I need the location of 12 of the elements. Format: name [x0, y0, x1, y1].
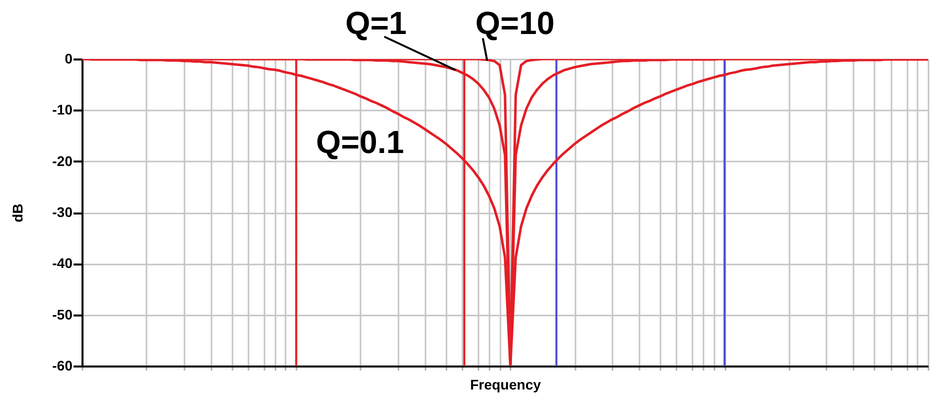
y-tick-label: -20 — [52, 152, 73, 169]
y-tick-label: -30 — [52, 204, 73, 220]
y-tick-label: -10 — [52, 102, 73, 118]
y-tick-label: 0 — [64, 50, 73, 66]
y-tick-label: -40 — [52, 255, 73, 272]
x-axis-title: Frequency — [470, 376, 542, 392]
y-tick-label: -50 — [52, 306, 73, 322]
y-axis-title: dB — [10, 204, 26, 222]
y-tick-label: -60 — [52, 358, 73, 374]
series-label: Q=10 — [475, 5, 555, 41]
series-label: Q=0.1 — [316, 124, 404, 160]
series-label: Q=1 — [345, 5, 407, 41]
